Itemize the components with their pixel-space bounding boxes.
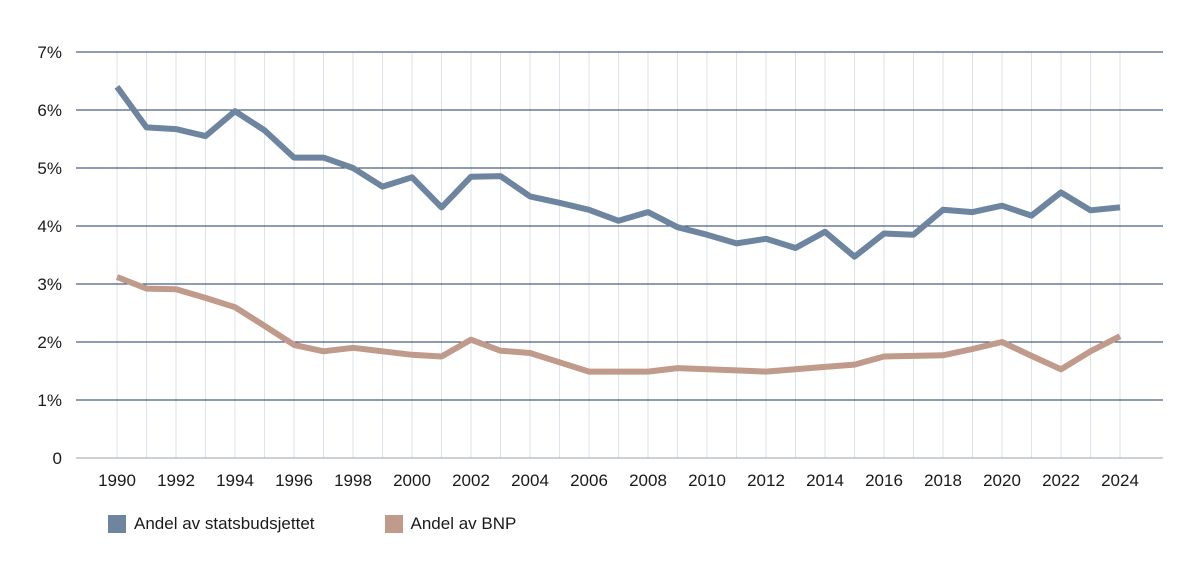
legend-swatch bbox=[108, 515, 126, 533]
x-tick-label: 2014 bbox=[806, 471, 844, 490]
series-lines bbox=[114, 85, 1122, 375]
legend-item-statsbudsjettet: Andel av statsbudsjettet bbox=[108, 514, 315, 534]
legend-label: Andel av BNP bbox=[410, 514, 517, 533]
y-tick-label: 7% bbox=[37, 43, 62, 62]
x-tick-label: 2022 bbox=[1042, 471, 1080, 490]
y-tick-label: 2% bbox=[37, 333, 62, 352]
x-tick-label: 2010 bbox=[688, 471, 726, 490]
x-tick-label: 1994 bbox=[216, 471, 254, 490]
x-tick-label: 2016 bbox=[865, 471, 903, 490]
x-tick-label: 2018 bbox=[924, 471, 962, 490]
y-tick-label: 5% bbox=[37, 159, 62, 178]
series-line bbox=[115, 274, 1122, 375]
x-tick-label: 2002 bbox=[452, 471, 490, 490]
x-tick-label: 2020 bbox=[983, 471, 1021, 490]
legend-swatch bbox=[384, 515, 403, 533]
x-tick-label: 1996 bbox=[275, 471, 313, 490]
series-line bbox=[114, 85, 1121, 260]
x-tick-label: 1998 bbox=[334, 471, 372, 490]
legend: Andel av statsbudsjettet Andel av BNP bbox=[108, 514, 586, 534]
grid-lines bbox=[76, 51, 1163, 459]
legend-item-bnp: Andel av BNP bbox=[384, 514, 517, 534]
x-tick-label: 2024 bbox=[1101, 471, 1139, 490]
y-tick-label: 3% bbox=[37, 275, 62, 294]
x-tick-label: 2000 bbox=[393, 471, 431, 490]
y-tick-label: 6% bbox=[37, 101, 62, 120]
x-tick-label: 2006 bbox=[570, 471, 608, 490]
legend-label: Andel av statsbudsjettet bbox=[134, 514, 315, 533]
y-axis: 0 1% 2% 3% 4% 5% 6% 7% bbox=[37, 43, 62, 468]
x-tick-label: 2008 bbox=[629, 471, 667, 490]
x-tick-label: 1990 bbox=[98, 471, 136, 490]
y-tick-label: 4% bbox=[37, 217, 62, 236]
y-tick-label: 0 bbox=[53, 449, 62, 468]
x-tick-label: 2004 bbox=[511, 471, 549, 490]
x-axis: 1990 1992 1994 1996 1998 2000 2002 2004 2006 2008… bbox=[98, 471, 1139, 490]
y-tick-label: 1% bbox=[37, 391, 62, 410]
x-tick-label: 1992 bbox=[157, 471, 195, 490]
x-tick-label: 2012 bbox=[747, 471, 785, 490]
